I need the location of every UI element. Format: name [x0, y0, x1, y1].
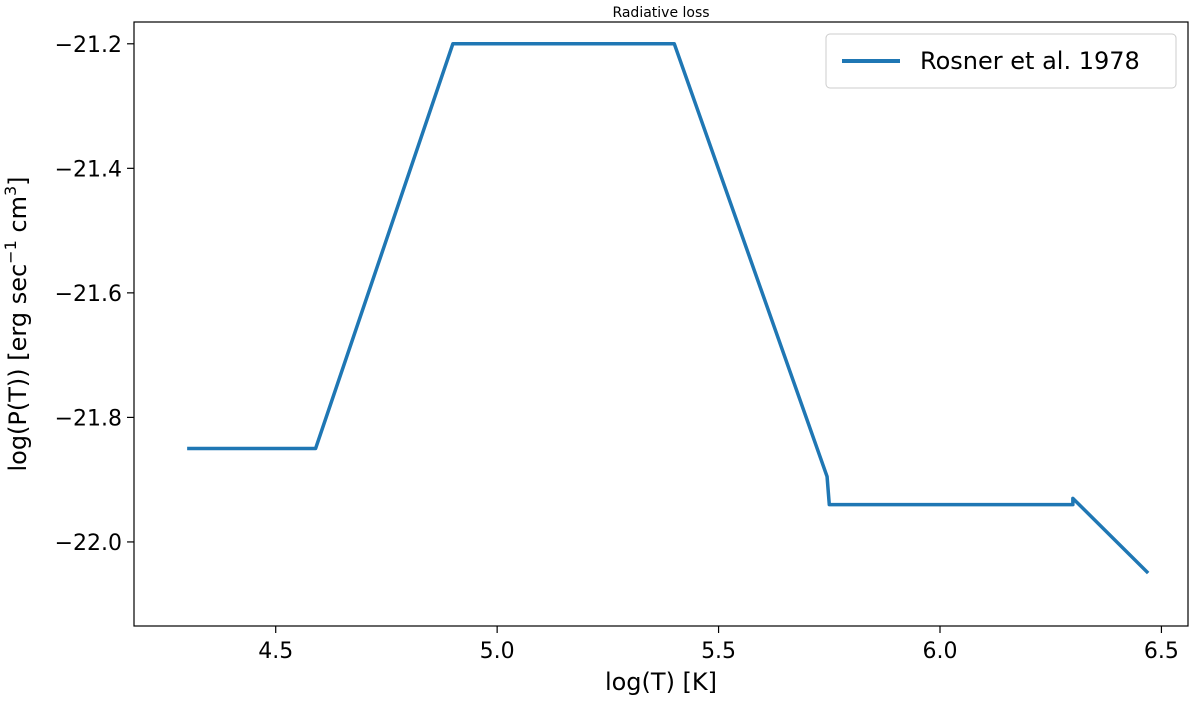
y-axis-label-text: log(P(T)) [erg sec	[4, 264, 32, 472]
legend-label: Rosner et al. 1978	[920, 47, 1140, 75]
x-axis: 4.5 5.0 5.5 6.0 6.5	[258, 626, 1179, 664]
plot-area-frame	[133, 21, 1189, 627]
x-axis-label: log(T) [K]	[605, 668, 717, 696]
y-axis-label-end: ]	[4, 176, 32, 185]
x-tick-label: 6.0	[923, 639, 958, 664]
y-axis-label-sup1: −1	[1, 240, 20, 264]
x-tick-label: 6.5	[1144, 639, 1179, 664]
y-tick-label: −22.0	[55, 531, 122, 556]
y-axis-label-sup2: 3	[1, 186, 20, 196]
y-tick-label: −21.8	[55, 406, 122, 431]
y-axis-label-mid: cm	[4, 196, 32, 240]
chart-title: Radiative loss	[612, 5, 709, 21]
x-tick-label: 5.5	[701, 639, 736, 664]
y-axis: −21.2 −21.4 −21.6 −21.8 −22.0	[55, 33, 134, 556]
series-line-0	[187, 42, 1150, 575]
y-tick-label: −21.6	[55, 282, 122, 307]
y-tick-label: −21.4	[55, 157, 122, 182]
y-axis-label: log(P(T)) [erg sec−1 cm3]	[1, 176, 32, 471]
legend: Rosner et al. 1978	[825, 33, 1177, 89]
y-tick-label: −21.2	[55, 33, 122, 58]
x-tick-label: 5.0	[480, 639, 515, 664]
series-layer	[187, 42, 1150, 575]
x-tick-label: 4.5	[258, 639, 293, 664]
legend-box	[825, 33, 1177, 89]
